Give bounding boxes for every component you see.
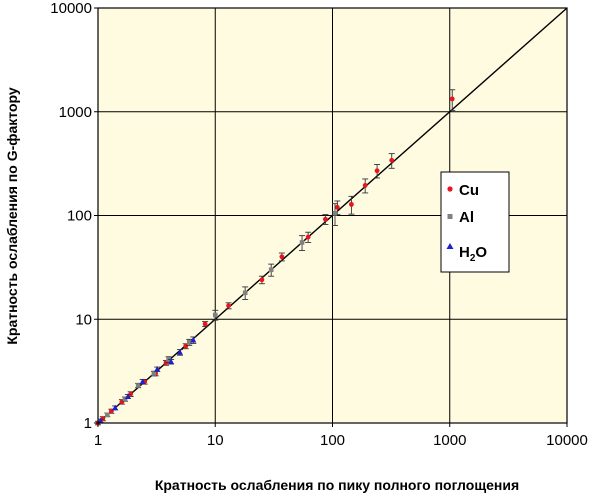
reference-line-group <box>97 7 568 424</box>
data-point-cu <box>323 216 328 222</box>
data-point-al <box>151 371 157 376</box>
data-point-h2o <box>154 366 161 372</box>
legend-label-h2o-h: H <box>459 244 470 261</box>
x-tick-label: 100 <box>320 432 345 449</box>
x-tick-label: 1000 <box>433 432 466 449</box>
y-axis-title: Кратность ослабления по G-фактору <box>4 87 20 345</box>
data-point-cu <box>279 254 285 260</box>
y-axis-ticks: 1 10 100 1000 10000 <box>50 0 98 432</box>
legend-marker-h2o <box>446 243 454 249</box>
legend-label-al: Al <box>459 209 474 226</box>
legend-marker-al <box>447 214 453 219</box>
data-point-cu <box>226 303 232 309</box>
data-point-cu <box>202 321 208 327</box>
data-point-h2o <box>112 404 119 411</box>
y-tick-label: 100 <box>67 208 92 225</box>
data-point-h2o <box>139 378 146 385</box>
y-tick-label: 1 <box>84 415 92 432</box>
data-point-al <box>268 267 274 273</box>
x-tick-label: 1 <box>94 432 102 449</box>
data-point-cu <box>259 277 265 283</box>
legend: Cu Al H2O <box>440 171 510 273</box>
data-point-cu <box>305 234 311 240</box>
x-axis-ticks: 1 10 100 1000 10000 <box>94 423 588 449</box>
data-point-h2o <box>124 393 131 399</box>
data-point-al <box>332 211 338 216</box>
data-point-cu <box>389 157 395 163</box>
data-point-al <box>135 383 141 388</box>
data-point-cu <box>349 201 354 207</box>
data-point-cu <box>128 391 134 397</box>
x-tick-label: 10000 <box>546 432 588 449</box>
data-point-h2o <box>168 358 175 365</box>
data-point-cu <box>374 168 380 174</box>
data-point-al <box>242 290 248 296</box>
data-point-al <box>186 339 192 345</box>
data-point-al <box>122 396 128 402</box>
reference-line <box>97 7 568 424</box>
data-point-cu <box>334 204 340 210</box>
x-tick-label: 10 <box>207 432 224 449</box>
data-point-al <box>104 412 110 418</box>
legend-label-cu: Cu <box>459 182 479 199</box>
y-tick-label: 10000 <box>50 0 92 17</box>
series-h2o <box>97 336 197 424</box>
data-point-h2o <box>190 336 197 343</box>
legend-label-h2o-sub: 2 <box>470 253 476 264</box>
series-al <box>104 203 338 418</box>
y-tick-label: 1000 <box>59 104 92 121</box>
data-point-al <box>299 240 305 245</box>
data-point-h2o <box>97 417 104 424</box>
legend-label-h2o: H2O <box>459 244 487 264</box>
legend-marker-cu <box>447 186 453 192</box>
data-point-cu <box>449 96 455 102</box>
data-point-al <box>212 312 218 318</box>
data-point-cu <box>362 183 368 188</box>
data-point-h2o <box>176 349 183 355</box>
x-axis-title: Кратность ослабления по пику полного пог… <box>155 477 519 493</box>
legend-label-h2o-o: O <box>475 244 487 261</box>
y-tick-label: 10 <box>75 311 92 328</box>
